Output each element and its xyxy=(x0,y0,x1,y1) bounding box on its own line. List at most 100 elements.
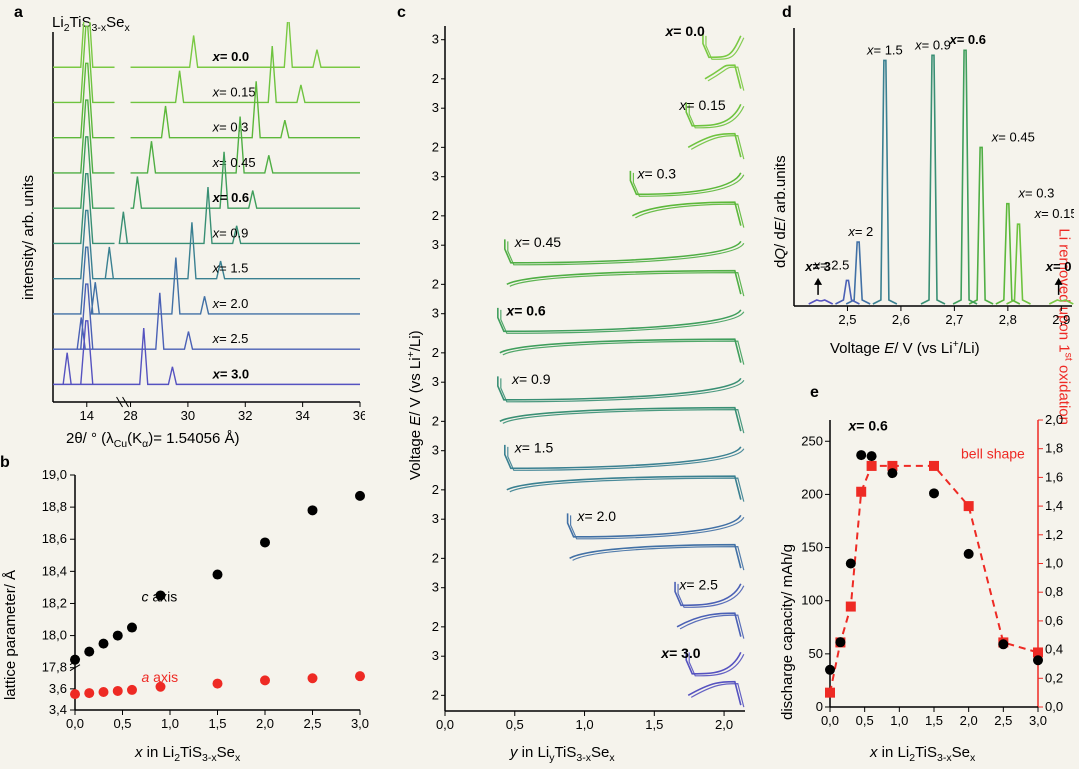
svg-text:1,5: 1,5 xyxy=(645,717,663,732)
svg-text:3,4: 3,4 xyxy=(49,702,67,717)
svg-text:1,6: 1,6 xyxy=(1045,469,1063,484)
svg-text:2: 2 xyxy=(432,413,439,428)
svg-text:100: 100 xyxy=(801,593,823,608)
svg-text:0,8: 0,8 xyxy=(1045,584,1063,599)
svg-text:17,8: 17,8 xyxy=(42,660,67,675)
svg-text:2,5: 2,5 xyxy=(303,716,321,731)
svg-text:1,5: 1,5 xyxy=(925,713,943,728)
svg-text:2,9: 2,9 xyxy=(1052,312,1070,327)
svg-text:x= 3: x= 3 xyxy=(804,259,831,274)
svg-text:1,2: 1,2 xyxy=(1045,527,1063,542)
svg-text:18,0: 18,0 xyxy=(42,628,67,643)
svg-text:3: 3 xyxy=(432,443,439,458)
svg-text:x= 0.0: x= 0.0 xyxy=(664,23,705,39)
panel-d-xlabel: Voltage E/ V (vs Li+/Li) xyxy=(830,338,980,357)
svg-text:0: 0 xyxy=(816,699,823,714)
panel-d-chart: 2,52,62,72,82,9x= 1.5x= 0.9x= 0.6x= 0.45… xyxy=(782,18,1074,338)
svg-text:2: 2 xyxy=(432,619,439,634)
svg-text:0,5: 0,5 xyxy=(113,716,131,731)
svg-text:200: 200 xyxy=(801,486,823,501)
panel-b-chart: 3,43,617,818,018,218,418,618,819,00,00,5… xyxy=(20,470,370,745)
svg-text:19,0: 19,0 xyxy=(42,470,67,482)
svg-text:x= 3.0: x= 3.0 xyxy=(660,645,701,661)
svg-text:3,0: 3,0 xyxy=(351,716,369,731)
svg-text:28: 28 xyxy=(123,408,137,423)
svg-text:3,0: 3,0 xyxy=(1029,713,1047,728)
panel-e-chart: 0 50 100 150 200 250 0,0 0,2 0,4 0,6 0,8 1,0 1,2 1,4 1… xyxy=(790,400,1078,745)
svg-text:36: 36 xyxy=(353,408,365,423)
svg-text:1,0: 1,0 xyxy=(161,716,179,731)
svg-text:0,5: 0,5 xyxy=(506,717,524,732)
svg-text:2,7: 2,7 xyxy=(945,312,963,327)
panel-label-c: c xyxy=(397,4,406,22)
svg-text:x= 0.6: x= 0.6 xyxy=(212,190,250,205)
svg-text:x= 0.15: x= 0.15 xyxy=(678,97,726,113)
panel-e-xlabel: x in Li2TiS3-xSex xyxy=(870,744,975,764)
svg-text:3,6: 3,6 xyxy=(49,681,67,696)
svg-text:x= 0.9: x= 0.9 xyxy=(511,371,551,387)
svg-text:1,8: 1,8 xyxy=(1045,441,1063,456)
svg-text:x= 2.5: x= 2.5 xyxy=(678,577,718,593)
svg-text:x= 0.15: x= 0.15 xyxy=(212,84,256,99)
panel-b-xlabel: x in Li2TiS3-xSex xyxy=(135,744,240,764)
svg-text:x= 2.0: x= 2.0 xyxy=(212,296,249,311)
svg-text:1,0: 1,0 xyxy=(890,713,908,728)
svg-text:18,8: 18,8 xyxy=(42,499,67,514)
svg-text:0,0: 0,0 xyxy=(821,713,839,728)
svg-text:0,4: 0,4 xyxy=(1045,642,1063,657)
svg-text:0,2: 0,2 xyxy=(1045,670,1063,685)
svg-text:3: 3 xyxy=(432,511,439,526)
svg-text:1,0: 1,0 xyxy=(1045,556,1063,571)
svg-text:0,0: 0,0 xyxy=(1045,699,1063,714)
svg-text:18,6: 18,6 xyxy=(42,531,67,546)
svg-text:x= 0.6: x= 0.6 xyxy=(948,32,986,47)
svg-text:x= 0: x= 0 xyxy=(1045,259,1072,274)
svg-text:50: 50 xyxy=(809,646,823,661)
svg-text:0,6: 0,6 xyxy=(1045,613,1063,628)
svg-text:0,0: 0,0 xyxy=(436,717,454,732)
svg-text:x= 0.45: x= 0.45 xyxy=(212,155,256,170)
svg-text:x= 0.9: x= 0.9 xyxy=(212,225,249,240)
svg-text:1,5: 1,5 xyxy=(208,716,226,731)
svg-text:2,5: 2,5 xyxy=(838,312,856,327)
svg-text:2: 2 xyxy=(432,687,439,702)
svg-text:3: 3 xyxy=(432,648,439,663)
svg-text:2: 2 xyxy=(432,208,439,223)
panel-c-xlabel: y in LiyTiS3-xSex xyxy=(510,744,615,764)
svg-text:c axis: c axis xyxy=(142,589,178,605)
svg-text:x= 1.5: x= 1.5 xyxy=(514,440,554,456)
svg-text:2: 2 xyxy=(432,550,439,565)
svg-text:x= 2: x= 2 xyxy=(847,224,873,239)
svg-text:x= 0.6: x= 0.6 xyxy=(505,303,546,319)
svg-text:3: 3 xyxy=(432,580,439,595)
svg-text:x= 0.15: x= 0.15 xyxy=(1034,206,1074,221)
svg-text:2: 2 xyxy=(432,482,439,497)
svg-text:x= 0.9: x= 0.9 xyxy=(914,37,951,52)
panel-b-ylabel: lattice parameter/ Å xyxy=(2,570,19,700)
svg-text:3: 3 xyxy=(432,306,439,321)
svg-text:2,6: 2,6 xyxy=(892,312,910,327)
svg-text:2: 2 xyxy=(432,71,439,86)
svg-text:x= 2.5: x= 2.5 xyxy=(212,331,249,346)
svg-text:3: 3 xyxy=(432,32,439,47)
svg-text:3: 3 xyxy=(432,169,439,184)
svg-text:1,4: 1,4 xyxy=(1045,498,1063,513)
svg-text:x= 2.0: x= 2.0 xyxy=(577,508,617,524)
svg-text:2,5: 2,5 xyxy=(994,713,1012,728)
svg-text:x= 1.5: x= 1.5 xyxy=(866,42,903,57)
svg-text:2,0: 2,0 xyxy=(256,716,274,731)
svg-text:2: 2 xyxy=(432,139,439,154)
svg-text:3: 3 xyxy=(432,374,439,389)
svg-text:150: 150 xyxy=(801,540,823,555)
svg-text:30: 30 xyxy=(181,408,195,423)
svg-text:x= 0.0: x= 0.0 xyxy=(212,49,250,64)
svg-text:250: 250 xyxy=(801,433,823,448)
svg-text:34: 34 xyxy=(295,408,309,423)
svg-text:x= 0.45: x= 0.45 xyxy=(514,234,562,250)
svg-text:x= 0.45: x= 0.45 xyxy=(991,129,1035,144)
svg-text:x= 0.3: x= 0.3 xyxy=(212,120,249,135)
svg-text:3: 3 xyxy=(432,100,439,115)
svg-text:0,5: 0,5 xyxy=(856,713,874,728)
panel-a-xlabel: 2θ/ ° (λCu(Kα)= 1.54056 Å) xyxy=(66,430,240,450)
svg-text:14: 14 xyxy=(80,408,94,423)
